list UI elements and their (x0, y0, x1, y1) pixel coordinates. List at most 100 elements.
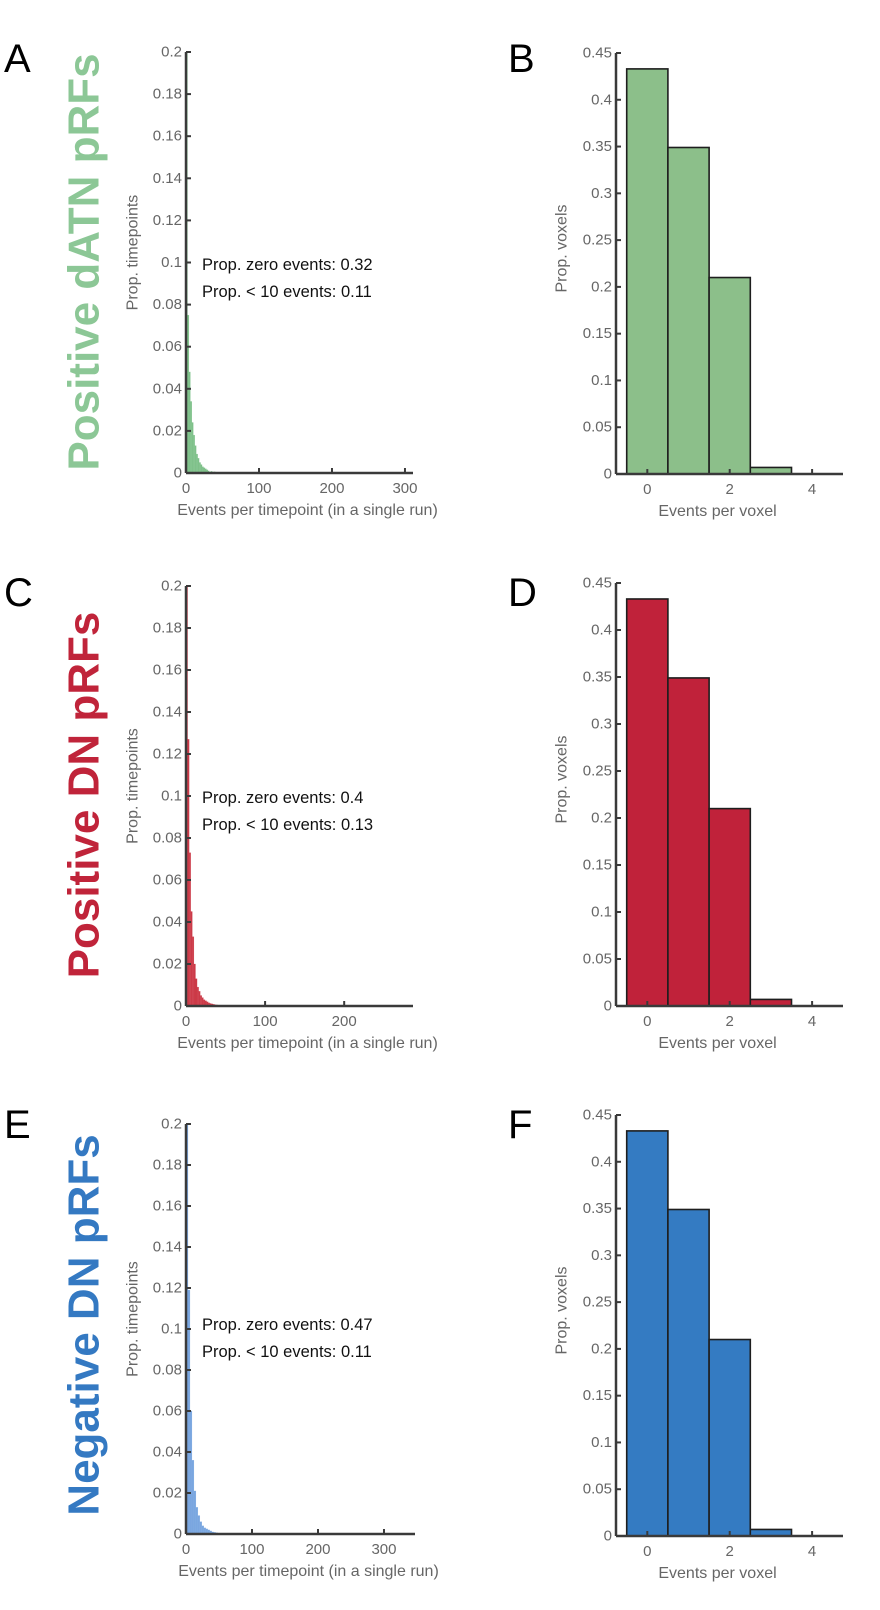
histogram-bar (625, 598, 669, 1007)
x-tick-label: 300 (371, 1541, 396, 1558)
x-tick-label: 2 (726, 481, 734, 498)
y-tick-label: 0.02 (153, 422, 182, 439)
histogram-bar (190, 911, 193, 1007)
histogram-bar (667, 146, 710, 475)
panel-letter: B (508, 37, 535, 81)
y-tick-label: 0.12 (153, 746, 182, 763)
y-tick-label: 0.05 (583, 1481, 612, 1498)
x-tick-label: 0 (182, 1013, 190, 1030)
y-tick-label: 0.14 (153, 1239, 182, 1256)
histogram-bar (187, 739, 190, 1007)
histogram-bar (193, 434, 195, 474)
histogram-bar (197, 1515, 201, 1535)
y-tick-label: 0.05 (583, 419, 612, 436)
y-tick-label: 0.45 (583, 575, 612, 592)
histogram-bar (187, 1289, 191, 1535)
x-axis-label: Events per timepoint (in a single run) (177, 1035, 438, 1052)
row-title: Positive DN pRFs (60, 612, 109, 979)
y-tick-label: 0.1 (161, 254, 182, 271)
y-tick-label: 0 (604, 998, 612, 1015)
histogram-bar (194, 445, 197, 474)
annotation: Prop. < 10 events: 0.11 (202, 1343, 372, 1361)
y-axis-label: Prop. voxels (554, 735, 571, 823)
row-titles: Positive dATN pRFs Positive DN pRFs Negati… (60, 53, 109, 1515)
histogram-bar (197, 458, 200, 474)
histogram-bar (191, 1460, 195, 1535)
y-tick-label: 0.35 (583, 669, 612, 686)
annotation: Prop. zero events: 0.32 (202, 256, 373, 274)
y-tick-label: 0.2 (161, 578, 182, 595)
histogram-bar (189, 1410, 193, 1535)
y-tick-label: 0.18 (153, 1157, 182, 1174)
histogram-bar (199, 1521, 202, 1535)
y-tick-label: 0.3 (591, 185, 612, 202)
y-tick-label: 0 (604, 466, 612, 483)
y-tick-label: 0.16 (153, 128, 182, 145)
histogram-bar (196, 986, 199, 1007)
x-tick-label: 0 (182, 1541, 190, 1558)
y-axis-label: Prop. timepoints (125, 1261, 142, 1377)
x-tick-label: 100 (239, 1541, 264, 1558)
x-tick-label: 200 (319, 480, 344, 497)
x-axis-label: Events per voxel (658, 1035, 776, 1052)
histogram-bar (195, 978, 198, 1007)
bars (625, 68, 793, 475)
y-tick-label: 0.25 (583, 763, 612, 780)
histogram-bar (189, 852, 191, 1007)
y-tick-label: 0.2 (591, 810, 612, 827)
x-tick-label: 4 (808, 481, 816, 498)
y-tick-label: 0.12 (153, 212, 182, 229)
histogram-bar (196, 453, 198, 474)
y-tick-label: 0.1 (161, 788, 182, 805)
y-tick-label: 0.4 (591, 622, 612, 639)
y-tick-label: 0.08 (153, 296, 182, 313)
y-tick-label: 0.35 (583, 1200, 612, 1217)
y-axis-label: Prop. timepoints (125, 195, 142, 311)
histogram-bar (187, 314, 190, 474)
y-tick-label: 0.16 (153, 662, 182, 679)
x-tick-label: 0 (643, 1013, 651, 1030)
histogram-bar (191, 422, 194, 474)
x-tick-label: 4 (808, 1543, 816, 1560)
y-tick-label: 0.1 (591, 372, 612, 389)
row-title: Positive dATN pRFs (60, 53, 109, 470)
y-tick-label: 0.45 (583, 45, 612, 62)
bars (625, 1130, 793, 1537)
panel-letter: C (4, 571, 33, 615)
panel-letter: F (508, 1103, 532, 1147)
panels: A00.020.040.060.080.10.120.140.160.180.2… (4, 37, 843, 1582)
panel-a: A 0 0.02 0.04 0.06 0.08 0.1 0.12 0.14 0.16 0.18 0.2… (4, 37, 438, 519)
histogram-bar (188, 371, 191, 474)
histogram-bar (667, 1208, 710, 1537)
x-tick-label: 0 (643, 481, 651, 498)
histogram-bar (198, 462, 201, 474)
y-tick-label: 0.2 (161, 1116, 182, 1133)
y-tick-label: 0.08 (153, 830, 182, 847)
y-tick-label: 0.14 (153, 704, 182, 721)
histogram-bar (193, 963, 196, 1007)
histogram-bar (708, 807, 752, 1007)
y-tick-label: 0.45 (583, 1107, 612, 1124)
histogram-bar (192, 936, 195, 1007)
y-tick-label: 0.35 (583, 138, 612, 155)
y-tick-label: 0.2 (161, 44, 182, 61)
y-tick-label: 0.3 (591, 1247, 612, 1264)
y-tick-label: 0 (174, 465, 182, 482)
y-tick-label: 0.3 (591, 716, 612, 733)
panel-c: C 0 0.02 0.04 0.06 0.08 0.1 0.12 0.14 0.16 0.18 0.2… (4, 571, 438, 1052)
y-tick-label: 0.05 (583, 951, 612, 968)
annotation: Prop. < 10 events: 0.13 (202, 816, 373, 834)
x-tick-label: 100 (246, 480, 271, 497)
y-tick-label: 0.04 (153, 914, 182, 931)
y-tick-label: 0.06 (153, 872, 182, 889)
row-title: Negative DN pRFs (60, 1134, 109, 1515)
y-tick-label: 0.15 (583, 857, 612, 874)
x-tick-label: 0 (643, 1543, 651, 1560)
x-axis-label: Events per voxel (658, 1565, 776, 1582)
y-tick-label: 0.04 (153, 1444, 182, 1461)
y-tick-label: 0.15 (583, 1387, 612, 1404)
x-axis-label: Events per voxel (658, 503, 776, 520)
panel-b: B 0 0.05 0.1 0.15 0.2 0.25 0.3 0.35 0.4 0.45 0 2 4 Eve… (508, 37, 843, 520)
y-tick-label: 0.02 (153, 956, 182, 973)
panel-d: D 0 0.05 0.1 0.15 0.2 0.25 0.3 0.35 0.4 0.45 0 2 4 Eve… (508, 571, 843, 1052)
